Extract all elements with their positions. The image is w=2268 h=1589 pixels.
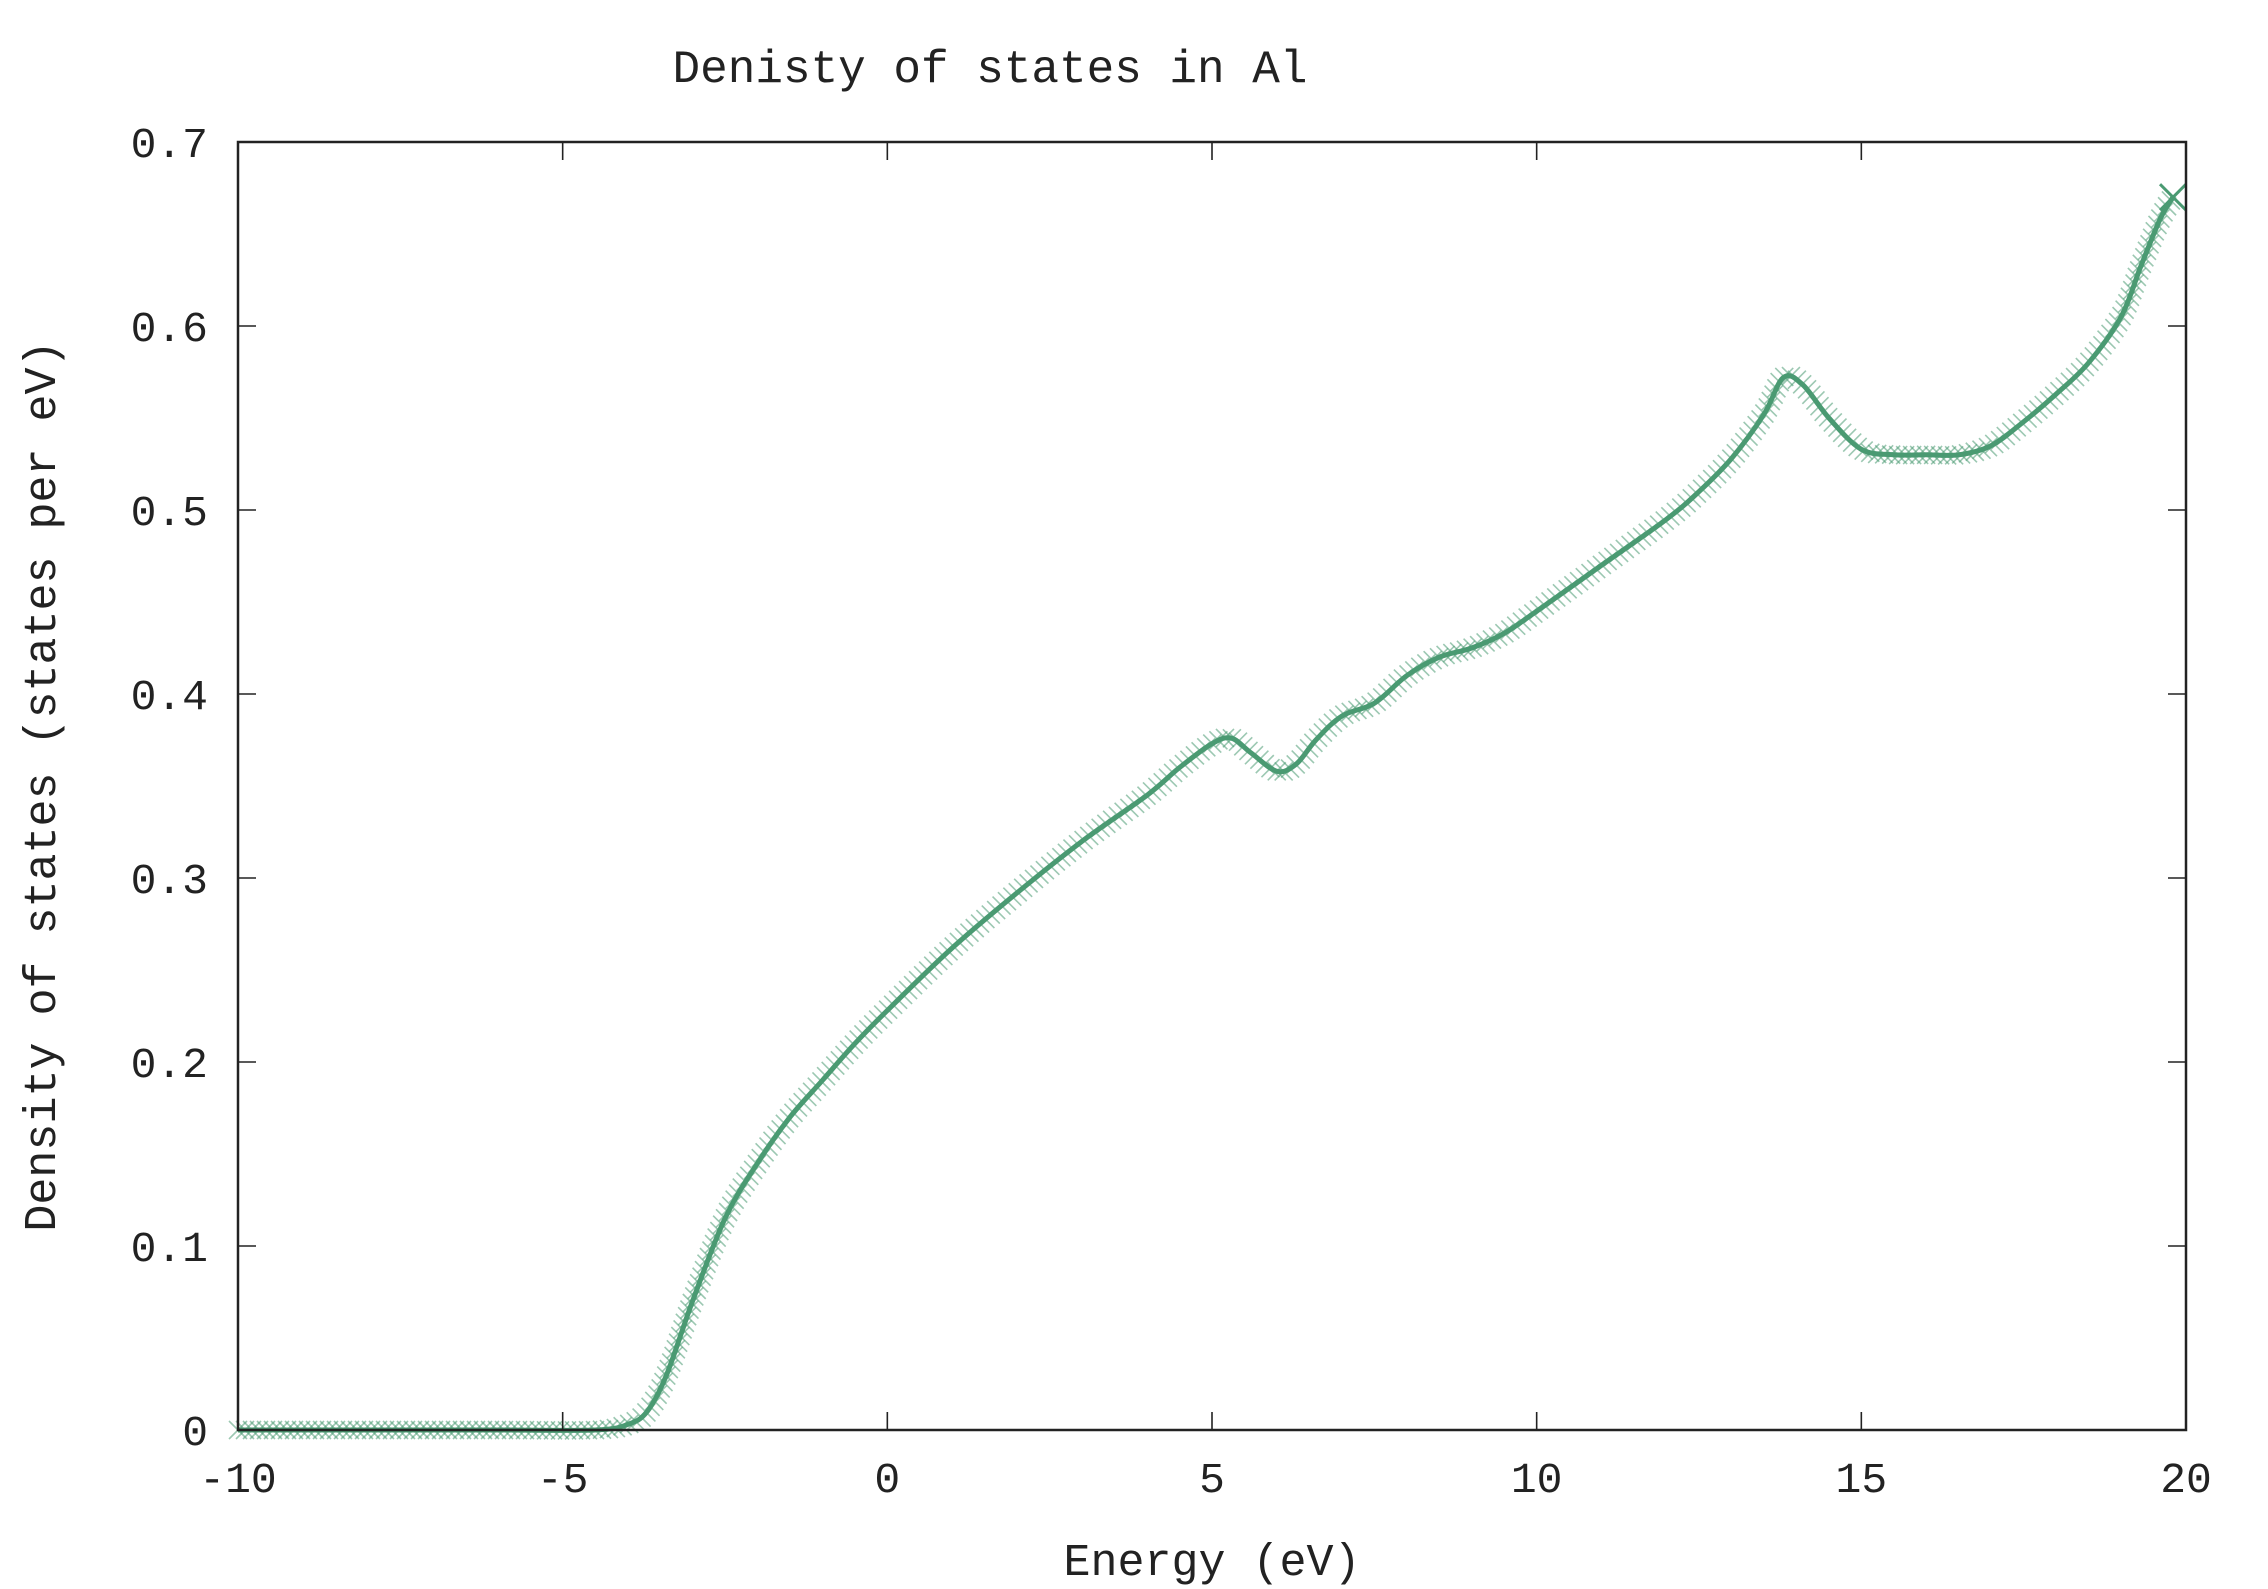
series-line bbox=[238, 195, 2176, 1433]
x-tick-label: 20 bbox=[2160, 1456, 2212, 1505]
data-point-marker-end bbox=[2158, 183, 2188, 212]
x-tick-label: 10 bbox=[1511, 1456, 1563, 1505]
y-tick-label: 0 bbox=[182, 1409, 208, 1458]
x-tick-label: 5 bbox=[1199, 1456, 1225, 1505]
y-tick-label: 0.6 bbox=[131, 305, 208, 354]
y-tick-label: 0.5 bbox=[131, 489, 208, 538]
data-markers bbox=[228, 183, 2188, 1440]
y-tick-label: 0.1 bbox=[131, 1225, 208, 1274]
x-tick-label: 15 bbox=[1836, 1456, 1888, 1505]
y-tick-label: 0.3 bbox=[131, 857, 208, 906]
y-axis-label: Density of states (states per eV) bbox=[18, 340, 69, 1231]
y-tick-label: 0.7 bbox=[131, 121, 208, 170]
x-tick-label: 0 bbox=[874, 1456, 900, 1505]
axis-ticks: -10 -5 0 5 10 15 20 0 0.1 0.2 0.3 0.4 0.5 0.6 0.7 bbox=[131, 121, 2212, 1505]
y-tick-label: 0.4 bbox=[131, 673, 208, 722]
x-axis-label: Energy (eV) bbox=[1063, 1538, 1360, 1589]
x-tick-label: -10 bbox=[199, 1456, 276, 1505]
y-tick-label: 0.2 bbox=[131, 1041, 208, 1090]
plot-frame bbox=[236, 140, 2188, 1432]
chart-title: Denisty of states in Al bbox=[673, 44, 1308, 96]
x-tick-label: -5 bbox=[537, 1456, 589, 1505]
